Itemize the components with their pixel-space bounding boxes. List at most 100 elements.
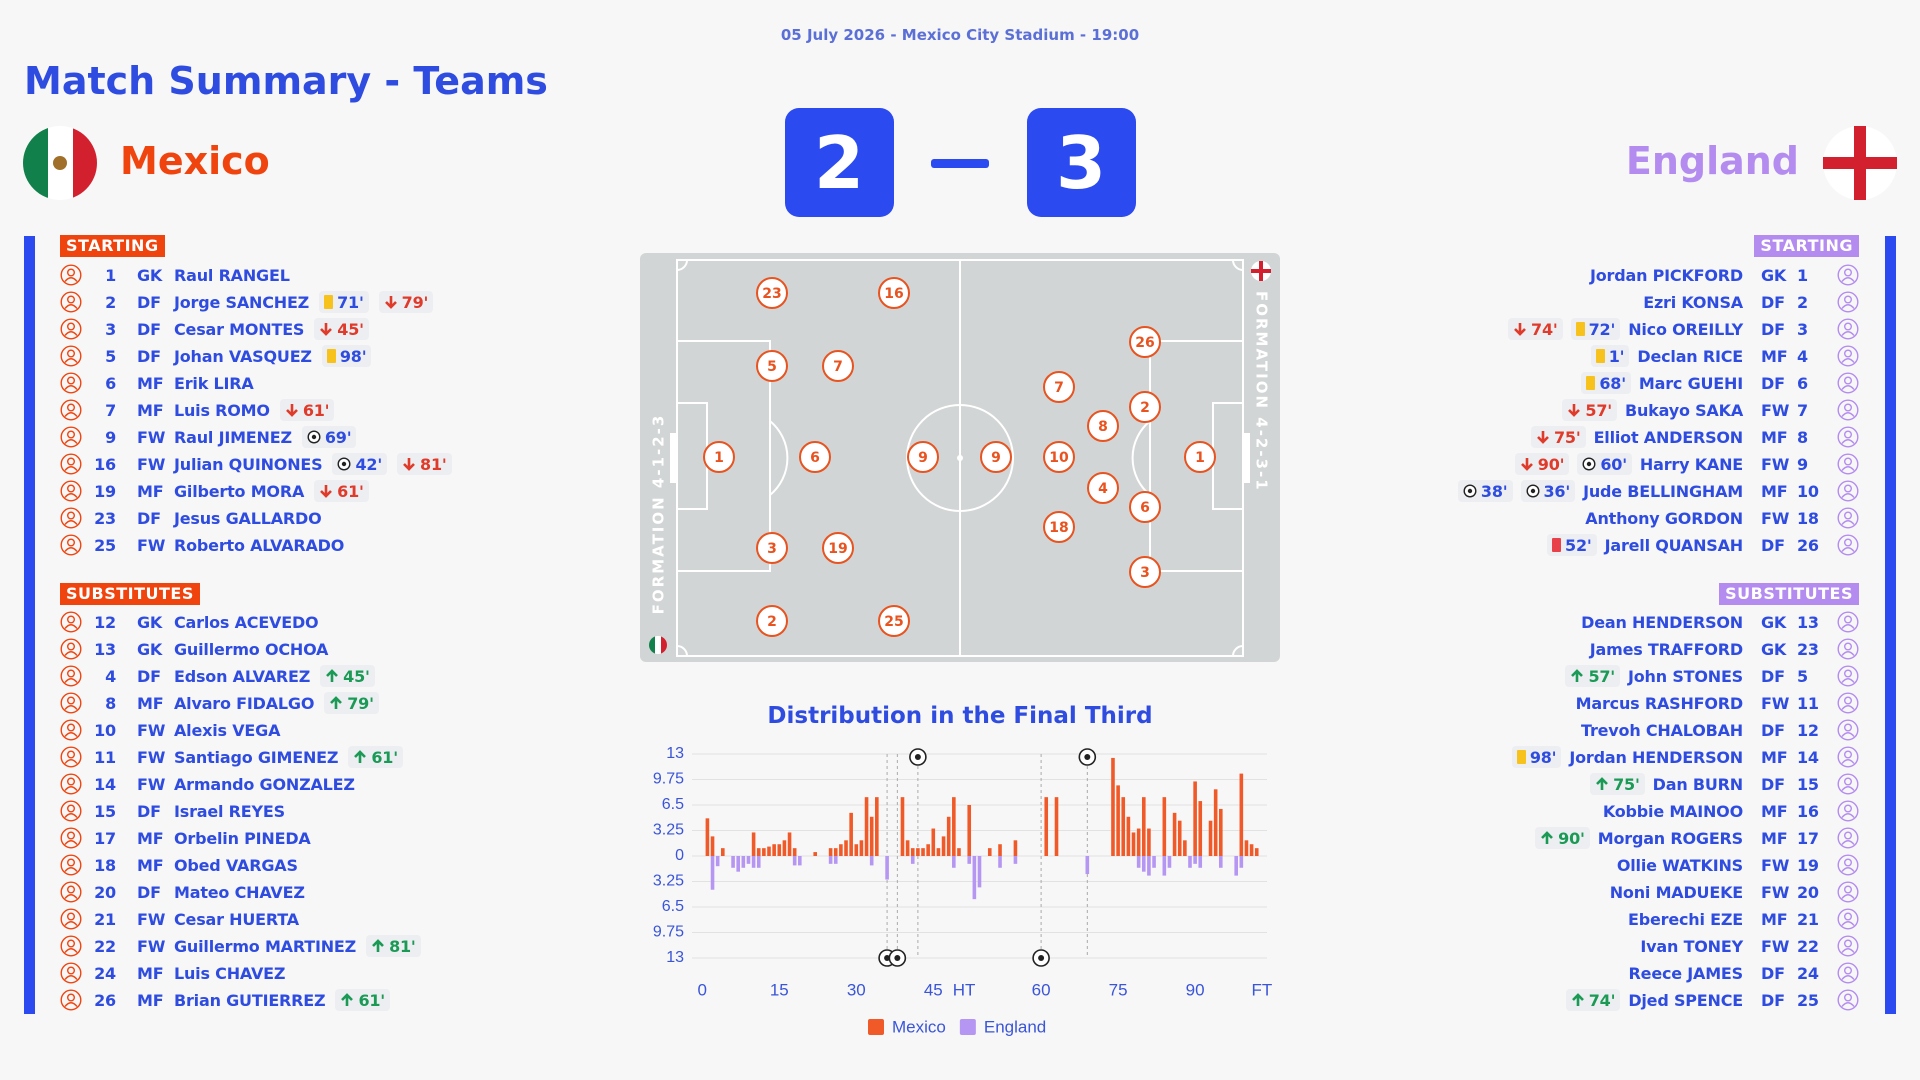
yellow-card-icon: [324, 295, 334, 309]
bar: [952, 797, 956, 856]
corner-arcs: [676, 259, 1244, 657]
player-icon: [60, 399, 82, 421]
event-pill: 90': [1514, 453, 1570, 475]
icon-body: [64, 921, 78, 926]
icon-ring: [1837, 534, 1859, 556]
bar: [1177, 820, 1182, 856]
pitch-player-number: 19: [828, 541, 847, 557]
icon-head: [1843, 777, 1852, 786]
legend-label: Mexico: [892, 1017, 946, 1036]
flag-stripe: [661, 636, 667, 654]
x-tick-label: 60: [1032, 980, 1051, 999]
y-tick-label: 3.25: [653, 822, 684, 839]
y-tick-label: 6.5: [662, 898, 684, 915]
player-row: 1' Declan RICE MF 4: [1590, 343, 1859, 369]
bar: [1172, 812, 1177, 856]
chart: 13 9.75 6.5 3.25 0 3.25 6.5 9.75 13 0 15 30 45 HT 60 75…: [653, 745, 1272, 1036]
bar: [798, 856, 802, 866]
player-icon: [60, 773, 82, 795]
player-name: Bukayo SAKA: [1624, 400, 1743, 420]
icon-head: [1843, 376, 1852, 385]
icon-body: [1841, 678, 1855, 683]
event-pill: 79': [324, 692, 379, 714]
player-name: Mateo CHAVEZ: [174, 882, 305, 902]
pitch-player-number: 18: [1049, 520, 1068, 536]
player-row: 15 DF Israel REYES: [60, 798, 285, 824]
pitch-player-number: 3: [767, 541, 777, 557]
player-icon: [60, 827, 82, 849]
player-row: Marcus RASHFORD FW 11: [1576, 690, 1859, 716]
bar: [1126, 816, 1131, 856]
bar: [1141, 856, 1146, 872]
player-row: 6 MF Erik LIRA: [60, 370, 254, 396]
pitch-player-number: 1: [1195, 450, 1205, 466]
goal-icon: [1582, 457, 1596, 471]
icon-body: [1841, 412, 1855, 417]
event-minute: 61': [358, 990, 386, 1010]
player-position: MF: [137, 693, 164, 713]
flag-stripe: [23, 126, 48, 200]
player-number: 20: [94, 882, 116, 902]
icon-head: [66, 484, 75, 493]
flag-emblem: [53, 156, 67, 170]
pitch-player-number: 25: [884, 614, 903, 630]
player-number: 3: [105, 319, 116, 339]
player-name: Luis ROMO: [174, 400, 270, 420]
player-position: MF: [1761, 828, 1788, 848]
player-number: 15: [94, 801, 116, 821]
event-minute: 61': [302, 400, 330, 420]
player-row: Ivan TONEY FW 22: [1640, 933, 1859, 959]
player-number: 26: [1797, 535, 1819, 555]
bar: [998, 856, 1002, 868]
player-name: Julian QUINONES: [174, 454, 323, 474]
player-number: 17: [94, 828, 116, 848]
player-position: FW: [137, 774, 166, 794]
bar: [833, 856, 838, 864]
player-position: DF: [1761, 963, 1785, 983]
icon-head: [66, 349, 75, 358]
icon-ring: [1837, 372, 1859, 394]
player-number: 19: [1797, 855, 1819, 875]
pitch-player: [1129, 326, 1161, 358]
yellow-card-icon: [1586, 376, 1596, 390]
icon-ring: [1837, 480, 1859, 502]
player-name: Israel REYES: [174, 801, 285, 821]
side-bar: [24, 236, 35, 1014]
formation-label: FORMATION 4-1-2-3: [650, 414, 668, 615]
player-icon: [60, 881, 82, 903]
off-icon: [1520, 458, 1533, 471]
icon-head: [1843, 511, 1852, 520]
icon-body: [64, 705, 78, 710]
player-icon: [60, 719, 82, 741]
player-number: 21: [94, 909, 116, 929]
player-name: Dean HENDERSON: [1581, 612, 1743, 632]
player-icon: [1837, 746, 1859, 768]
bar: [946, 816, 951, 856]
pitch-player: [1043, 511, 1075, 543]
player-icon: [1837, 264, 1859, 286]
icon-head: [66, 403, 75, 412]
event-minute: 74': [1531, 319, 1558, 339]
icon-head: [66, 268, 75, 277]
y-tick-label: 9.75: [653, 924, 684, 941]
player-position: GK: [1761, 265, 1787, 285]
player-name: Jesus GALLARDO: [174, 508, 322, 528]
player-position: FW: [1761, 508, 1790, 528]
player-icon: [1837, 372, 1859, 394]
player-row: 7 MF Luis ROMO 61': [60, 397, 335, 423]
player-row: 74' 72' Nico OREILLY DF 3: [1508, 316, 1859, 342]
player-position: MF: [137, 855, 164, 875]
off-icon: [1514, 323, 1526, 336]
arrow-up: [1541, 831, 1554, 844]
event-pill: 81': [366, 935, 421, 957]
icon-body: [1841, 732, 1855, 737]
pitch-player-number: 26: [1135, 335, 1154, 351]
player-icon: [60, 264, 82, 286]
icon-body: [1841, 547, 1855, 552]
icon-ring: [60, 827, 82, 849]
bar: [741, 856, 746, 868]
icon-head: [1843, 858, 1852, 867]
event-minute: 75': [1554, 427, 1581, 447]
bar: [910, 848, 915, 856]
pitch-player: [822, 532, 854, 564]
